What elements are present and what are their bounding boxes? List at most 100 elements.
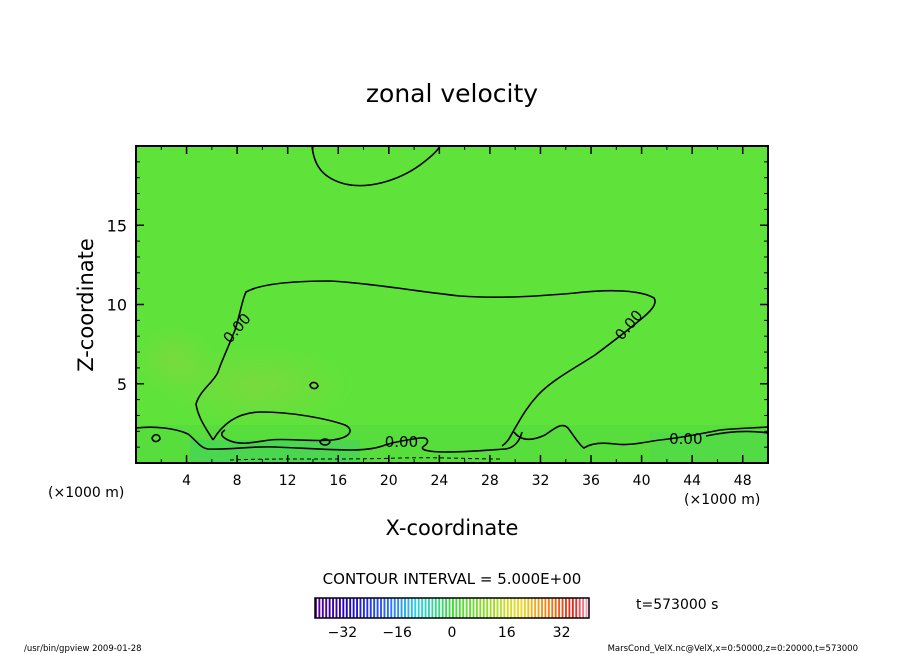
colorbar-cell xyxy=(424,598,427,618)
colorbar-cell xyxy=(345,598,348,618)
colorbar-cell xyxy=(558,598,561,618)
colorbar-cell xyxy=(575,598,578,618)
colorbar-cell xyxy=(551,598,554,618)
contour-line-top xyxy=(311,145,441,187)
colorbar-cell xyxy=(475,598,478,618)
contour-line-small-loop xyxy=(309,381,319,390)
colorbar-cell xyxy=(338,598,341,618)
colorbar xyxy=(315,598,588,618)
y-tick-label: 5 xyxy=(117,375,127,394)
contour-label: 0.00 xyxy=(669,430,702,448)
x-tick-label: 48 xyxy=(734,473,752,489)
colorbar-cell xyxy=(393,598,396,618)
colorbar-cell xyxy=(397,598,400,618)
colorbar-cell xyxy=(458,598,461,618)
colorbar-tick-label: 0 xyxy=(448,625,457,641)
near-surface-band xyxy=(190,440,360,462)
colorbar-cell xyxy=(380,598,382,618)
colorbar-cell xyxy=(517,598,519,618)
colorbar-cell xyxy=(486,598,489,618)
colorbar-cell xyxy=(537,598,540,618)
contour-line-small-loop xyxy=(151,433,161,443)
colorbar-cell xyxy=(513,598,516,618)
colorbar-cell xyxy=(445,598,448,618)
x-unit-right: (×1000 m) xyxy=(684,492,760,508)
x-tick-label: 40 xyxy=(633,473,651,489)
colorbar-cell xyxy=(318,598,321,618)
colorbar-cell xyxy=(438,598,441,618)
colorbar-cell xyxy=(356,598,358,618)
footer-left: /usr/bin/gpview 2009-01-28 xyxy=(24,644,142,654)
colorbar-tick-label: −16 xyxy=(382,625,412,641)
colorbar-cell xyxy=(506,598,509,618)
colorbar-cell xyxy=(400,598,403,618)
colorbar-cell xyxy=(373,598,376,618)
colorbar-cell xyxy=(434,598,437,618)
contour-line-negative xyxy=(229,457,501,461)
colorbar-tick-label: 32 xyxy=(553,625,571,641)
time-label: t=573000 s xyxy=(636,597,718,613)
colorbar-cell xyxy=(410,598,413,618)
colorbar-cell xyxy=(428,598,430,618)
colorbar-cell xyxy=(315,598,317,618)
x-tick-label: 32 xyxy=(532,473,550,489)
colorbar-cell xyxy=(404,598,406,618)
colorbar-cell xyxy=(565,598,567,618)
colorbar-cell xyxy=(469,598,472,618)
contour-lines xyxy=(135,145,769,461)
colorbar-cell xyxy=(479,598,482,618)
colorbar-cell xyxy=(489,598,492,618)
x-unit-left: (×1000 m) xyxy=(48,485,124,501)
colorbar-cell xyxy=(335,598,338,618)
colorbar-cell xyxy=(541,598,543,618)
colorbar-cell xyxy=(520,598,523,618)
colorbar-cell xyxy=(417,598,420,618)
colorbar-cell xyxy=(441,598,444,618)
colorbar-cell xyxy=(431,598,434,618)
colorbar-cell xyxy=(369,598,372,618)
colorbar-cell xyxy=(585,598,588,618)
colorbar-cell xyxy=(472,598,475,618)
x-tick-label: 12 xyxy=(279,473,297,489)
colorbar-cell xyxy=(359,598,362,618)
colorbar-cell xyxy=(321,598,324,618)
contour-line-lower xyxy=(212,411,351,444)
x-tick-label: 44 xyxy=(683,473,701,489)
warm-patch xyxy=(135,325,215,395)
x-axis: 4 8 12 16 20 24 28 32 36 40 44 48 xyxy=(160,146,752,489)
colorbar-cell xyxy=(325,598,328,618)
colorbar-cell xyxy=(342,598,345,618)
colorbar-cell xyxy=(547,598,550,618)
colorbar-cell xyxy=(496,598,499,618)
footer-right: MarsCond_VelX.nc@VelX,x=0:50000,z=0:2000… xyxy=(608,644,858,654)
colorbar-cell xyxy=(534,598,537,618)
colorbar-cell xyxy=(578,598,581,618)
colorbar-cell xyxy=(414,598,417,618)
contour-line-surface-east xyxy=(513,424,769,449)
colorbar-tick-label: −32 xyxy=(328,625,358,641)
colorbar-frame xyxy=(314,597,590,619)
x-tick-label: 4 xyxy=(182,473,191,489)
colorbar-cell xyxy=(530,598,533,618)
colorbar-cell xyxy=(554,598,557,618)
colorbar-cell xyxy=(328,598,331,618)
colorbar-cell xyxy=(568,598,571,618)
contour-line-small-loop xyxy=(319,438,331,446)
colorbar-cell xyxy=(465,598,468,618)
colorbar-cell xyxy=(510,598,513,618)
contour-line-surface xyxy=(135,426,523,453)
x-tick-label: 20 xyxy=(380,473,398,489)
near-surface-band xyxy=(650,432,768,462)
colorbar-cell xyxy=(352,598,355,618)
colorbar-cell xyxy=(561,598,564,618)
colorbar-cell xyxy=(571,598,574,618)
x-axis-label: X-coordinate xyxy=(386,516,519,540)
y-tick-label: 10 xyxy=(107,296,127,315)
contour-line-main xyxy=(195,280,656,447)
contour-interval: CONTOUR INTERVAL = 5.000E+00 xyxy=(323,570,582,588)
colorbar-cell xyxy=(407,598,410,618)
colorbar-cell xyxy=(383,598,386,618)
chart-title: zonal velocity xyxy=(366,79,538,108)
plot-area xyxy=(135,146,768,463)
x-tick-label: 16 xyxy=(329,473,347,489)
